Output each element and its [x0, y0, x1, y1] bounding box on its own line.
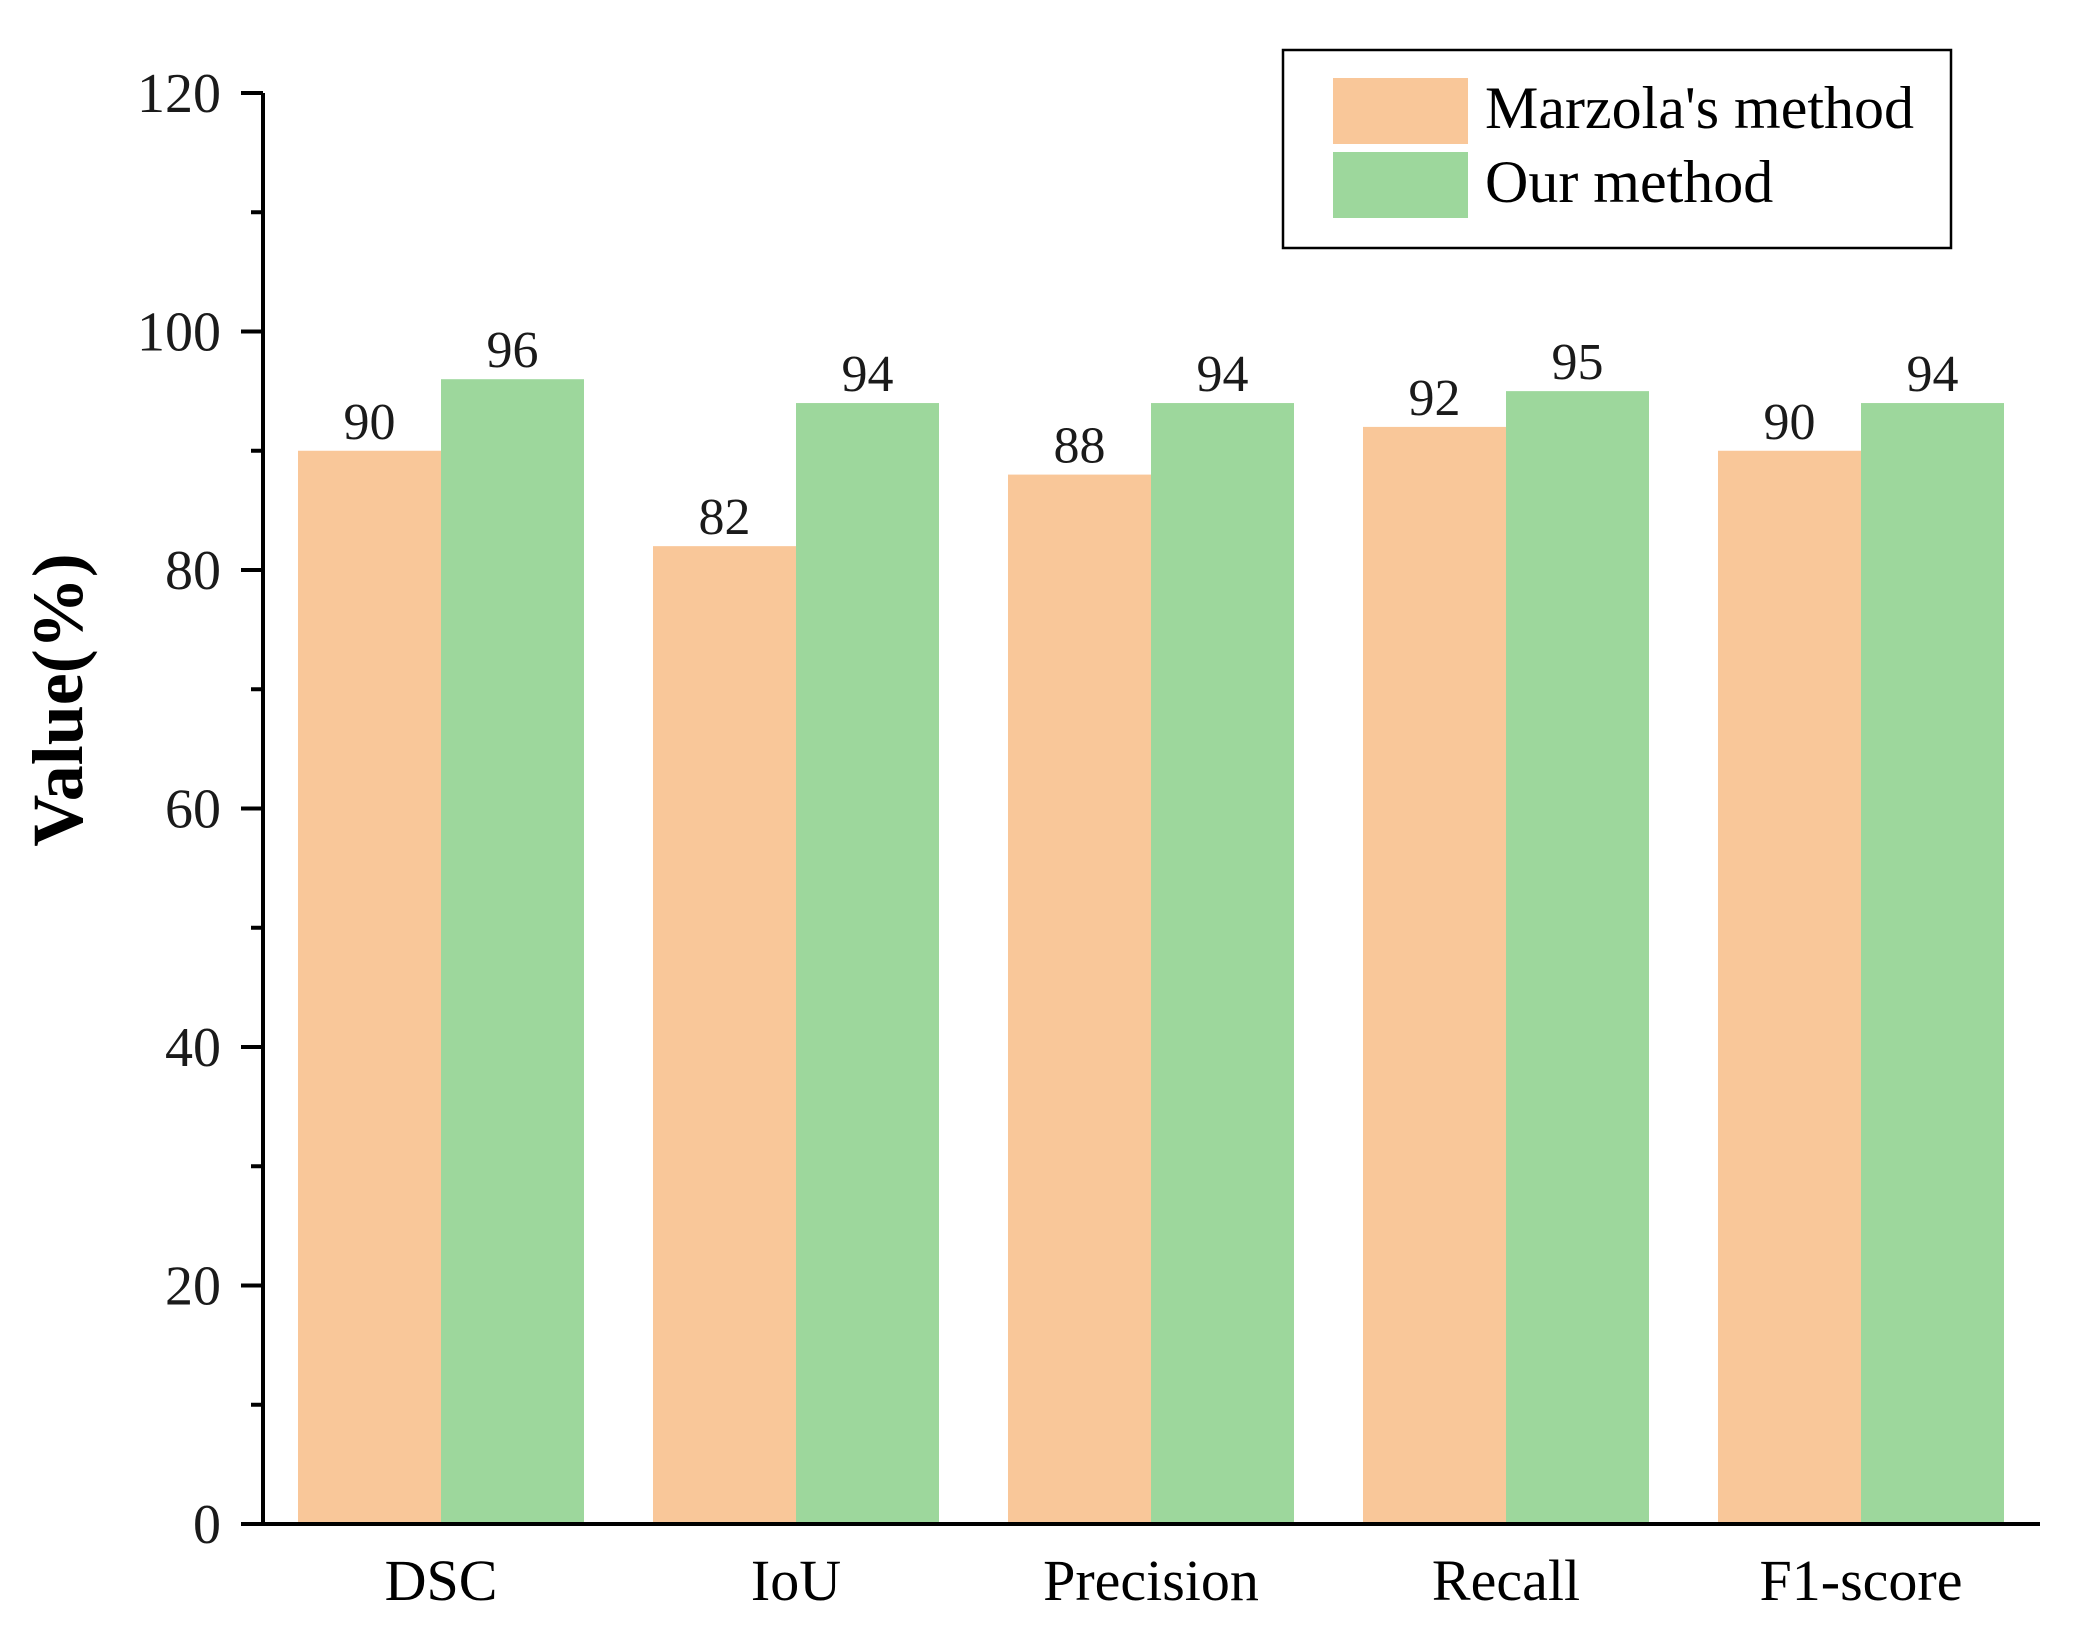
x-tick-label-f1-score: F1-score	[1760, 1548, 1963, 1613]
legend: Marzola's method Our method	[1281, 48, 1953, 250]
legend-label-series-2: Our method	[1485, 149, 1773, 215]
legend-label-series-1: Marzola's method	[1485, 75, 1914, 141]
data-label-f1-score-series-1: 90	[1764, 394, 1816, 451]
bar-precision-series-1	[1008, 474, 1151, 1525]
data-label-recall-series-1: 92	[1409, 370, 1461, 427]
data-label-precision-series-2: 94	[1197, 346, 1249, 403]
bar-f1-score-series-1	[1718, 450, 1861, 1524]
bar-recall-series-2	[1506, 391, 1649, 1524]
x-axis: DSC IoU Precision Recall F1-score	[261, 1522, 2040, 1613]
x-tick-label-recall: Recall	[1432, 1548, 1580, 1613]
data-label-iou-series-1: 82	[699, 489, 751, 546]
bar-precision-series-2	[1151, 403, 1294, 1524]
y-tick-label-20: 20	[165, 1256, 221, 1318]
data-label-iou-series-2: 94	[842, 346, 894, 403]
data-label-precision-series-1: 88	[1054, 418, 1106, 475]
bars-layer	[298, 379, 2004, 1525]
y-tick-label-40: 40	[165, 1017, 221, 1079]
bar-dsc-series-1	[298, 450, 441, 1524]
y-tick-label-60: 60	[165, 779, 221, 841]
y-tick-label-120: 120	[137, 63, 221, 125]
data-label-f1-score-series-2: 94	[1907, 346, 1959, 403]
x-tick-label-iou: IoU	[751, 1548, 841, 1613]
legend-swatch-series-1	[1333, 78, 1468, 144]
data-label-recall-series-2: 95	[1552, 334, 1604, 391]
bar-recall-series-1	[1363, 426, 1506, 1524]
bar-iou-series-1	[653, 546, 796, 1524]
bar-f1-score-series-2	[1861, 403, 2004, 1524]
bar-iou-series-2	[796, 403, 939, 1524]
y-tick-label-0: 0	[193, 1494, 221, 1556]
data-label-dsc-series-2: 96	[487, 322, 539, 379]
x-tick-label-dsc: DSC	[385, 1548, 498, 1613]
y-tick-label-80: 80	[165, 540, 221, 602]
data-label-dsc-series-1: 90	[344, 394, 396, 451]
y-axis-title: Value(%)	[18, 553, 98, 846]
bar-dsc-series-2	[441, 379, 584, 1525]
legend-swatch-series-2	[1333, 152, 1468, 218]
y-axis: 0 20 40 60 80 100 120	[137, 63, 265, 1556]
x-tick-label-precision: Precision	[1043, 1548, 1259, 1613]
y-tick-label-100: 100	[137, 302, 221, 364]
data-labels-layer: 90 96 82 94 88 94 92 95 90 94	[344, 322, 1959, 546]
